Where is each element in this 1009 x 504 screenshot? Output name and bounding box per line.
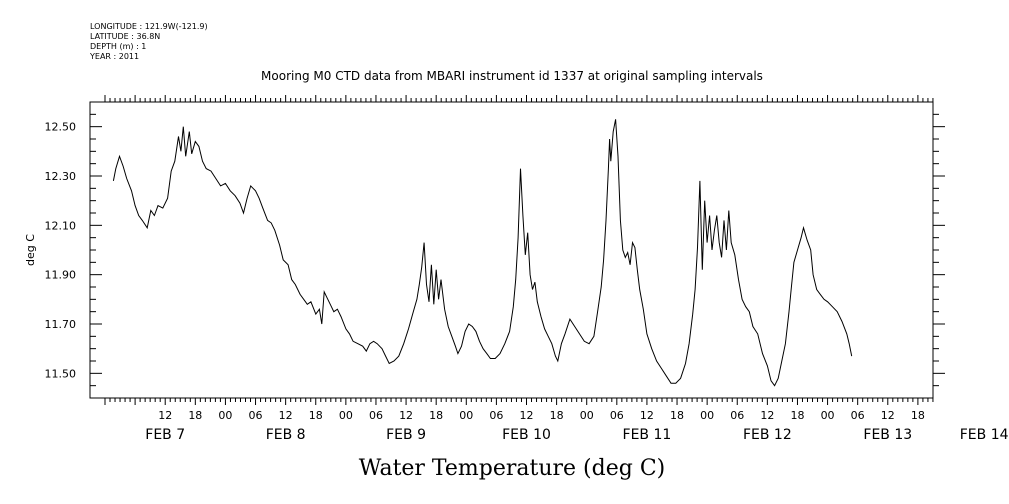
longitude-label: LONGITUDE : 121.9W(-121.9) [90, 22, 208, 31]
x-day-label: FEB 7 [145, 427, 185, 443]
y-tick-label: 12.10 [45, 219, 77, 232]
x-day-labels: FEB 7 FEB 8 FEB 9 FEB 10 FEB 11 FEB 12 FEB 13 F… [145, 427, 1008, 443]
x-day-label: FEB 12 [743, 427, 792, 443]
x-tick-label: 00 [821, 409, 835, 422]
x-tick-label: 18 [790, 409, 804, 422]
year-label: YEAR : 2011 [90, 52, 140, 61]
x-tick-labels: 12 18 00 06 12 18 00 06 12 18 00 06 12 18 00 06 12 18 00 06… [158, 409, 925, 422]
y-tick-labels: 11.50 11.70 11.90 12.10 12.30 12.50 [45, 121, 77, 381]
x-day-label: FEB 13 [863, 427, 912, 443]
x-day-label: FEB 10 [502, 427, 551, 443]
x-tick-label: 00 [700, 409, 714, 422]
x-tick-label: 12 [158, 409, 172, 422]
x-tick-label: 12 [279, 409, 293, 422]
x-tick-label: 18 [670, 409, 684, 422]
y-tick-label: 12.50 [45, 121, 77, 134]
x-tick-label: 06 [610, 409, 624, 422]
y-tick-label: 11.50 [45, 367, 77, 380]
x-tick-label: 12 [520, 409, 534, 422]
x-tick-label: 12 [399, 409, 413, 422]
metadata-block: LONGITUDE : 121.9W(-121.9) LATITUDE : 36… [90, 22, 208, 62]
x-tick-label: 06 [730, 409, 744, 422]
x-tick-label: 12 [760, 409, 774, 422]
axis-ticks [90, 95, 945, 405]
x-tick-label: 00 [580, 409, 594, 422]
temperature-series-line [112, 119, 853, 387]
x-day-label: FEB 14 [960, 427, 1009, 443]
x-tick-label: 18 [309, 409, 323, 422]
x-tick-label: 18 [911, 409, 925, 422]
y-axis-label: deg C [24, 234, 37, 266]
plot-frame [89, 101, 934, 399]
x-tick-label: 18 [429, 409, 443, 422]
depth-label: DEPTH (m) : 1 [90, 42, 147, 51]
x-tick-label: 06 [369, 409, 383, 422]
x-tick-label: 18 [550, 409, 564, 422]
y-tick-label: 11.70 [45, 318, 77, 331]
y-tick-label: 11.90 [45, 269, 77, 282]
x-axis-label: Water Temperature (deg C) [359, 456, 666, 481]
x-tick-label: 06 [249, 409, 263, 422]
chart-title: Mooring M0 CTD data from MBARI instrumen… [261, 69, 763, 83]
y-tick-label: 12.30 [45, 170, 77, 183]
x-tick-label: 06 [489, 409, 503, 422]
x-tick-label: 12 [640, 409, 654, 422]
x-tick-label: 18 [188, 409, 202, 422]
latitude-label: LATITUDE : 36.8N [90, 32, 161, 41]
x-tick-label: 00 [339, 409, 353, 422]
x-tick-label: 00 [459, 409, 473, 422]
x-tick-label: 00 [218, 409, 232, 422]
x-day-label: FEB 8 [266, 427, 306, 443]
x-tick-label: 12 [881, 409, 895, 422]
x-tick-label: 06 [851, 409, 865, 422]
x-day-label: FEB 9 [386, 427, 426, 443]
x-day-label: FEB 11 [623, 427, 672, 443]
